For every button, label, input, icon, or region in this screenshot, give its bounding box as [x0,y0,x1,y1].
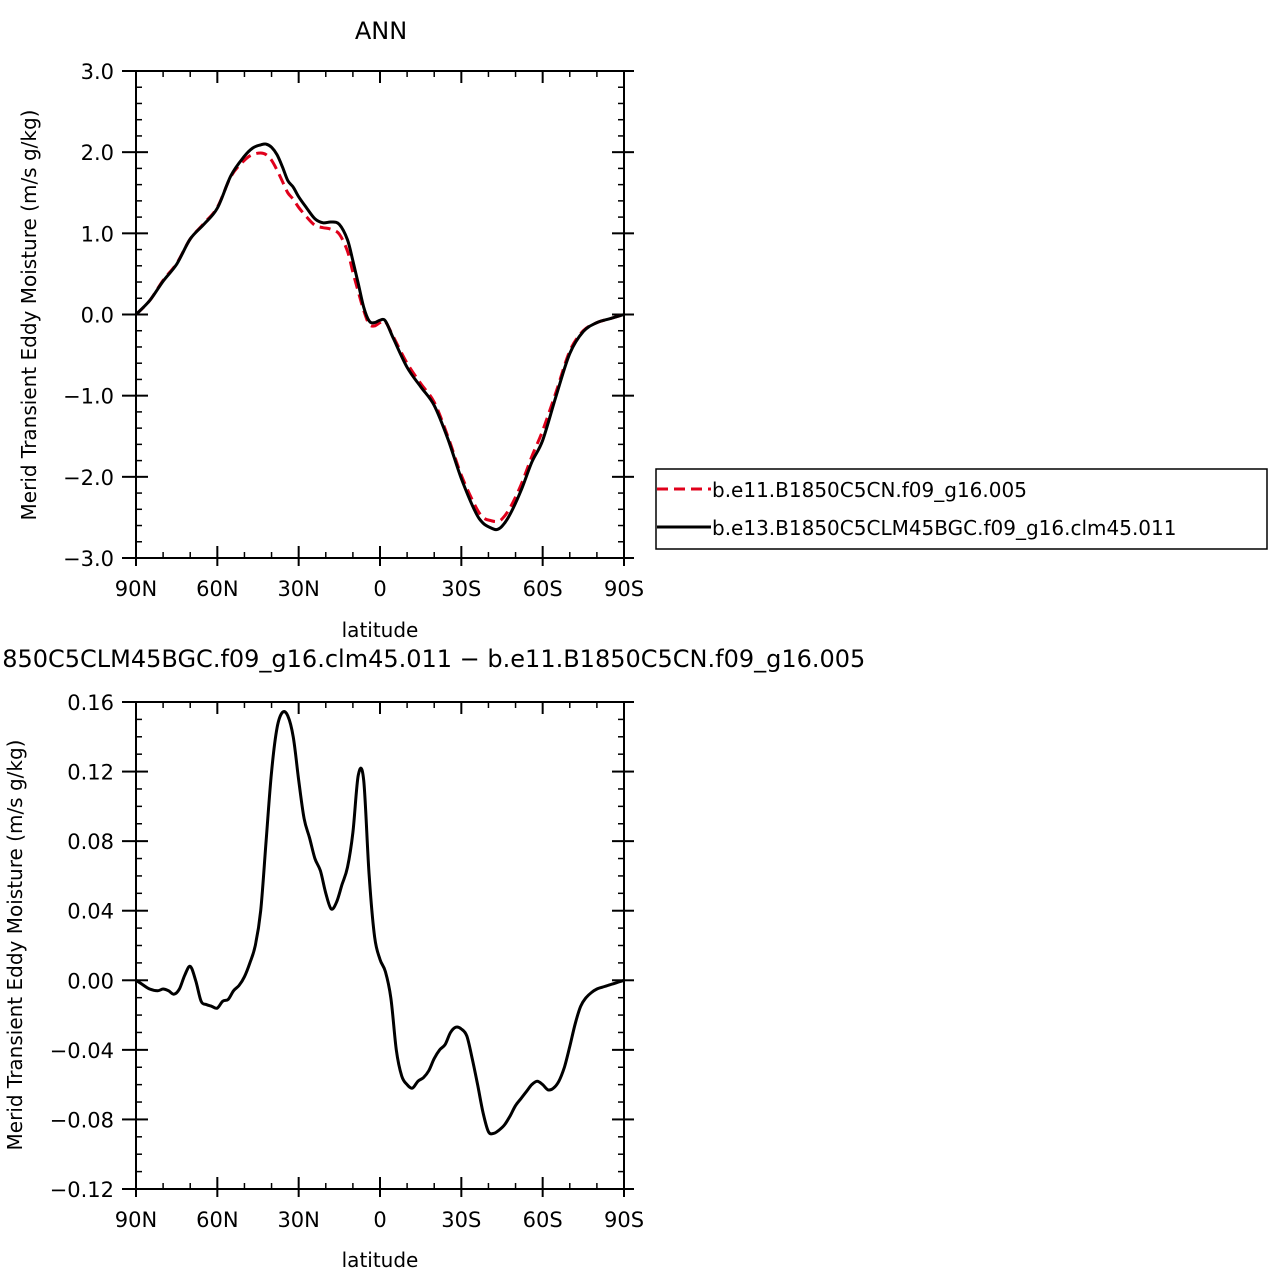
y-tick-label: 0.04 [67,900,114,924]
panel-top-x-axis-label: latitude [342,618,419,642]
x-tick-label: 60N [196,577,238,601]
y-tick-label: −3.0 [63,547,114,571]
panel-bottom-minor-ticks [136,702,624,1189]
x-tick-label: 30N [277,577,319,601]
x-tick-label: 60N [196,1208,238,1232]
y-tick-label: −0.04 [50,1039,114,1063]
legend: b.e11.B1850C5CN.f09_g16.005 b.e13.B1850C… [655,468,1268,550]
legend-label-series-2: b.e13.B1850C5CLM45BGC.f09_g16.clm45.011 [712,516,1176,540]
y-tick-label: 0.08 [67,830,114,854]
y-tick-label: 1.0 [81,222,114,246]
panel-top-y-axis-label: Merid Transient Eddy Moisture (m/s g/kg) [17,110,41,521]
y-tick-label: 0.16 [67,691,114,715]
panel-top-x-tick-labels: 90N 60N 30N 0 30S 60S 90S [115,577,644,601]
x-tick-label: 0 [373,577,386,601]
legend-label-series-1: b.e11.B1850C5CN.f09_g16.005 [712,478,1027,502]
legend-box [655,468,1268,550]
x-tick-label: 90S [604,577,644,601]
y-tick-label: −0.08 [50,1108,114,1132]
y-tick-label: −1.0 [63,385,114,409]
x-tick-label: 90N [115,577,157,601]
y-tick-label: 3.0 [81,60,114,84]
x-tick-label: 90N [115,1208,157,1232]
y-tick-label: 0.12 [67,761,114,785]
panel-bottom-y-tick-labels: −0.12 −0.08 −0.04 0.00 0.04 0.08 0.12 0.16 [50,691,114,1202]
panel-bottom-x-tick-labels: 90N 60N 30N 0 30S 60S 90S [115,1208,644,1232]
x-tick-label: 60S [523,577,563,601]
panel-top-series [134,142,625,532]
series-line-1 [135,710,625,1136]
y-tick-label: −2.0 [63,466,114,490]
panel-top-y-tick-labels: −3.0 −2.0 −1.0 0.0 1.0 2.0 3.0 [63,60,114,571]
y-tick-label: −0.12 [50,1178,114,1202]
x-tick-label: 0 [373,1208,386,1232]
panel-top-minor-ticks [136,71,624,558]
panel-bottom-series [135,710,625,1136]
panel-top-plot-frame [135,70,625,559]
panel-bottom-title: b.e13.B1850C5CLM45BGC.f09_g16.clm45.011 … [0,645,865,673]
y-tick-label: 2.0 [81,141,114,165]
x-tick-label: 90S [604,1208,644,1232]
y-tick-label: 0.0 [81,304,114,328]
x-tick-label: 60S [523,1208,563,1232]
y-tick-label: 0.00 [67,969,114,993]
series-line-2 [134,142,625,532]
panel-bottom-y-axis-label: Merid Transient Eddy Moisture (m/s g/kg) [3,740,27,1151]
panel-bottom: b.e13.B1850C5CLM45BGC.f09_g16.clm45.011 … [0,645,865,1272]
panel-top-title: ANN [355,17,407,45]
x-tick-label: 30S [441,577,481,601]
panel-top: ANN Merid Transient Eddy Moisture (m/s g… [17,17,644,642]
panel-top-major-ticks [122,70,634,566]
panel-bottom-x-axis-label: latitude [342,1248,419,1272]
x-tick-label: 30N [277,1208,319,1232]
panel-bottom-plot-frame [135,701,625,1190]
x-tick-label: 30S [441,1208,481,1232]
series-line-1 [134,151,625,524]
